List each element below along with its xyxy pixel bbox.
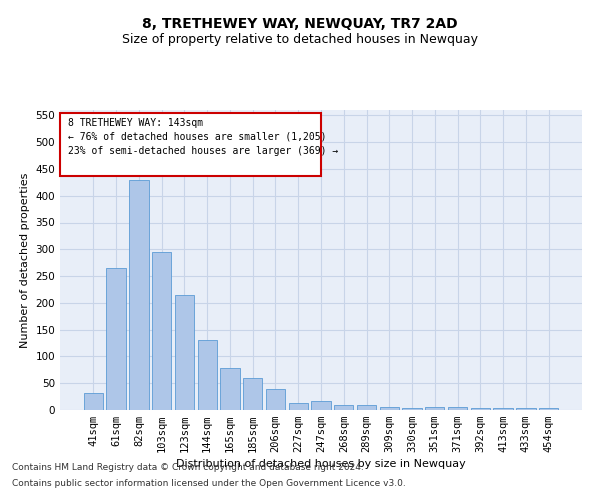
Bar (493, 408, 513, 410)
Bar (357, 404, 376, 410)
Text: Contains public sector information licensed under the Open Government Licence v3: Contains public sector information licen… (12, 478, 406, 488)
Bar (106, 268, 126, 410)
Bar (266, 388, 285, 410)
Bar (289, 402, 308, 410)
Bar (470, 408, 490, 410)
Text: 8 TRETHEWEY WAY: 143sqm
← 76% of detached houses are smaller (1,205)
23% of semi: 8 TRETHEWEY WAY: 143sqm ← 76% of detache… (68, 118, 338, 156)
Bar (197, 340, 217, 410)
Bar (220, 368, 239, 410)
Bar (84, 394, 103, 410)
Bar (334, 405, 353, 410)
Text: Contains HM Land Registry data © Crown copyright and database right 2024.: Contains HM Land Registry data © Crown c… (12, 464, 364, 472)
Bar (311, 402, 331, 410)
X-axis label: Distribution of detached houses by size in Newquay: Distribution of detached houses by size … (176, 460, 466, 469)
Text: Size of property relative to detached houses in Newquay: Size of property relative to detached ho… (122, 32, 478, 46)
Bar (380, 407, 399, 410)
Bar (425, 408, 445, 410)
Bar (175, 295, 194, 410)
Bar (152, 252, 172, 410)
Bar (539, 408, 558, 410)
FancyBboxPatch shape (60, 113, 321, 176)
Bar (129, 180, 149, 410)
Bar (516, 408, 536, 410)
Text: 8, TRETHEWEY WAY, NEWQUAY, TR7 2AD: 8, TRETHEWEY WAY, NEWQUAY, TR7 2AD (142, 18, 458, 32)
Bar (243, 378, 262, 410)
Bar (403, 408, 422, 410)
Y-axis label: Number of detached properties: Number of detached properties (20, 172, 30, 348)
Bar (448, 408, 467, 410)
